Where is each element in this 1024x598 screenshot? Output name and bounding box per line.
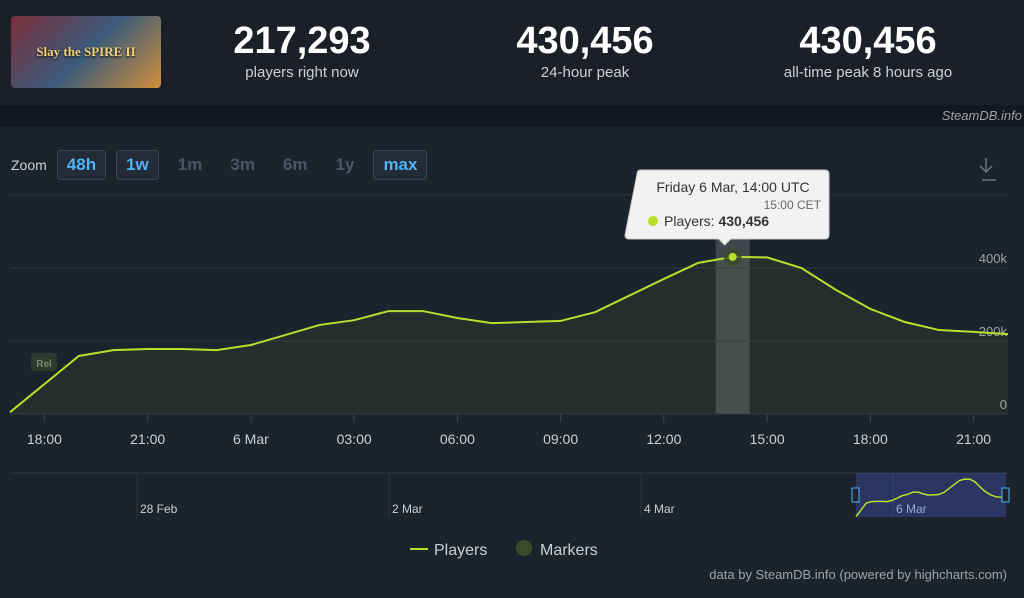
tooltip-title: Friday 6 Mar, 14:00 UTC <box>656 179 809 195</box>
zoom-button[interactable]: 48h <box>56 150 107 180</box>
navigator-label: 6 Mar <box>896 502 927 516</box>
line <box>9 255 1009 413</box>
tooltip-value: 430,456 <box>718 213 769 229</box>
stat-label: players right now <box>245 64 359 81</box>
navigator-label: 2 Mar <box>392 502 423 516</box>
y-tick-label: 0 <box>1000 397 1007 412</box>
zoom-button[interactable]: max <box>373 150 428 180</box>
y-tick-label: 400k <box>979 251 1008 266</box>
x-tick-label: 03:00 <box>337 431 372 447</box>
x-tick-label: 18:00 <box>27 431 62 447</box>
x-tick-label: 21:00 <box>956 431 991 447</box>
x-tick-label: 21:00 <box>130 431 165 447</box>
zoom-button: 6m <box>282 155 308 174</box>
download-icon[interactable] <box>979 158 996 181</box>
tooltip-dot <box>648 216 658 226</box>
source-strip: SteamDB.info <box>0 105 1024 127</box>
x-tick-label: 12:00 <box>646 431 681 447</box>
tooltip-box <box>624 169 830 246</box>
area <box>10 256 1008 414</box>
credits: data by SteamDB.info (powered by highcha… <box>709 567 1007 582</box>
zoom-label: Zoom <box>11 157 47 173</box>
navigator-handle[interactable] <box>851 487 860 503</box>
stat-value: 217,293 <box>233 20 371 62</box>
stat: 430,456 all-time peak 8 hours ago <box>748 20 988 81</box>
tooltip-series: Players: <box>664 213 715 229</box>
zoom-button: 3m <box>230 155 255 174</box>
x-tick-label: 09:00 <box>543 431 578 447</box>
stat-label: 24-hour peak <box>540 64 630 81</box>
x-tick-label: 15:00 <box>750 431 785 447</box>
game-logo: Slay the SPIRE II <box>11 16 161 88</box>
stat: 217,293 players right now <box>182 20 422 81</box>
zoom-bar: Zoom 48h 1w 1m 3m 6m 1y max <box>11 149 428 181</box>
x-tick-label: 06:00 <box>440 431 475 447</box>
hover-point <box>728 252 737 261</box>
navigator-label: 28 Feb <box>140 502 178 516</box>
zoom-button: 1y <box>335 155 355 174</box>
navigator-label: 4 Mar <box>644 502 675 516</box>
annotation: Rel <box>36 359 52 370</box>
legend-marker <box>516 540 532 556</box>
stat-value: 430,456 <box>516 20 654 62</box>
y-tick-label: 200k <box>979 324 1008 339</box>
stat: 430,456 24-hour peak <box>465 20 705 81</box>
legend-label: Players <box>434 542 487 559</box>
x-tick-label: 6 Mar <box>233 431 269 447</box>
stat-label: all-time peak 8 hours ago <box>783 64 953 81</box>
legend-label: Markers <box>540 542 598 559</box>
annotation-box <box>31 353 57 371</box>
header: Slay the SPIRE II 217,293 players right n… <box>0 0 1024 105</box>
tooltip-subtitle: 15:00 CET <box>764 198 822 212</box>
navigator-handle[interactable] <box>1001 487 1010 503</box>
stat-value: 430,456 <box>799 20 937 62</box>
zoom-button: 1m <box>177 155 203 174</box>
line <box>855 478 1007 518</box>
source: SteamDB.info <box>941 108 1022 123</box>
tooltip-body: Players: 430,456 <box>664 213 769 229</box>
zoom-button[interactable]: 1w <box>116 150 159 180</box>
x-tick-label: 18:00 <box>853 431 888 447</box>
